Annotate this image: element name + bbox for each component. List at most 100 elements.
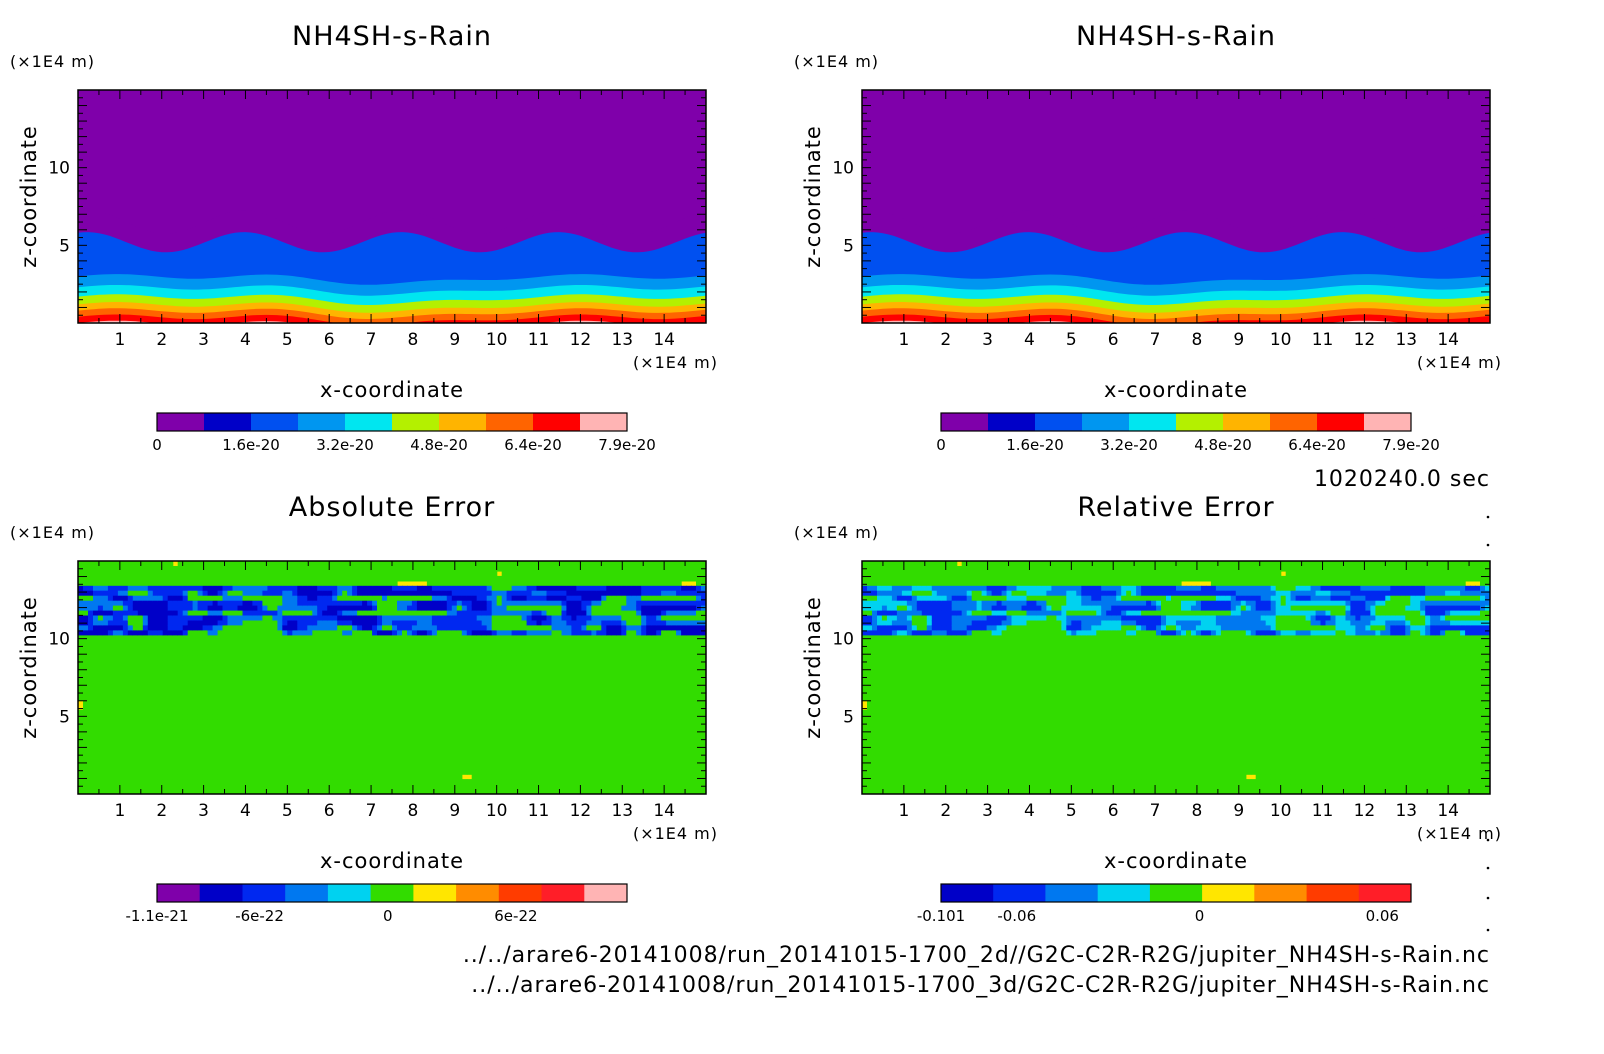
field-cell [322,734,328,741]
field-cell [491,665,498,671]
field-cell [242,675,249,681]
field-cell [496,660,503,666]
field-cell [411,704,418,711]
field-cell [367,689,373,696]
field-cell [262,640,268,646]
field-cell [481,610,488,617]
field-cell [212,789,219,794]
field-cell [541,600,548,607]
field-cell [511,749,518,755]
field-cell [182,704,189,711]
field-cell [322,739,328,746]
field-cell [352,729,358,736]
field-cell [167,670,174,676]
field-cell [302,575,308,582]
field-cell [93,704,99,711]
field-cell [352,670,358,676]
field-cell [436,575,443,582]
field-cell [441,645,448,651]
field-cell [237,580,244,587]
x-tick-label: 7 [1150,330,1161,350]
field-cell [392,724,398,731]
field-cell [117,575,124,582]
field-cell [466,566,473,572]
field-cell [202,630,209,636]
field-cell [137,660,144,666]
field-cell [252,640,258,646]
field-cell [312,650,318,656]
field-cell [496,595,503,602]
field-cell [501,759,508,765]
field-cell [561,615,568,622]
field-cell [451,734,458,741]
field-cell [421,680,428,686]
field-cell [192,600,199,607]
field-cell [197,744,204,750]
field-cell [317,714,323,721]
field-cell [446,754,453,760]
field-cell [451,744,458,750]
field-cell [307,665,313,671]
field-cell [262,769,268,775]
field-cell [287,580,293,587]
field-cell [257,779,263,785]
field-cell [267,769,273,775]
field-cell [257,734,263,741]
field-cell [362,729,368,736]
field-cell [252,575,258,582]
field-cell [461,714,468,721]
field-cell [142,660,149,666]
field-cell [511,590,518,597]
field-cell [282,675,288,681]
field-cell [332,759,338,765]
field-cell [402,739,408,746]
field-cell [431,729,438,736]
field-cell [197,645,204,651]
field-cell [521,739,528,746]
field-cell [506,724,513,731]
field-cell [242,635,249,641]
field-cell [282,600,288,607]
field-cell [441,655,448,661]
field-cell [197,610,204,617]
field-cell [282,575,288,582]
field-cell [402,719,408,726]
field-cell [561,635,568,641]
field-cell [546,570,553,577]
field-cell [287,660,293,666]
field-cell [461,566,468,572]
field-cell [451,595,458,602]
field-cell [456,566,463,572]
field-cell [302,684,308,691]
field-cell [362,665,368,671]
plot-area [862,90,1490,323]
field-cell [436,714,443,721]
field-cell [247,645,254,651]
field-cell [137,680,144,686]
field-cell [88,655,94,661]
field-cell [541,650,548,656]
field-cell [247,684,254,691]
field-cell [407,665,413,671]
field-cell [97,784,104,790]
field-cell [521,600,528,607]
field-cell [426,724,433,731]
field-cell [312,779,318,785]
field-cell [322,625,328,631]
field-cell [362,580,368,587]
field-cell [322,670,328,676]
field-cell [526,754,533,760]
field-cell [202,650,209,656]
field-cell [282,764,288,770]
field-cell [322,689,328,696]
field-cell [367,749,373,755]
field-cell [162,754,169,760]
field-cell [551,650,558,656]
field-cell [337,640,343,646]
field-cell [342,605,348,612]
field-cell [511,610,518,617]
field-cell [217,704,224,711]
field-cell [317,684,323,691]
field-cell [536,566,543,572]
